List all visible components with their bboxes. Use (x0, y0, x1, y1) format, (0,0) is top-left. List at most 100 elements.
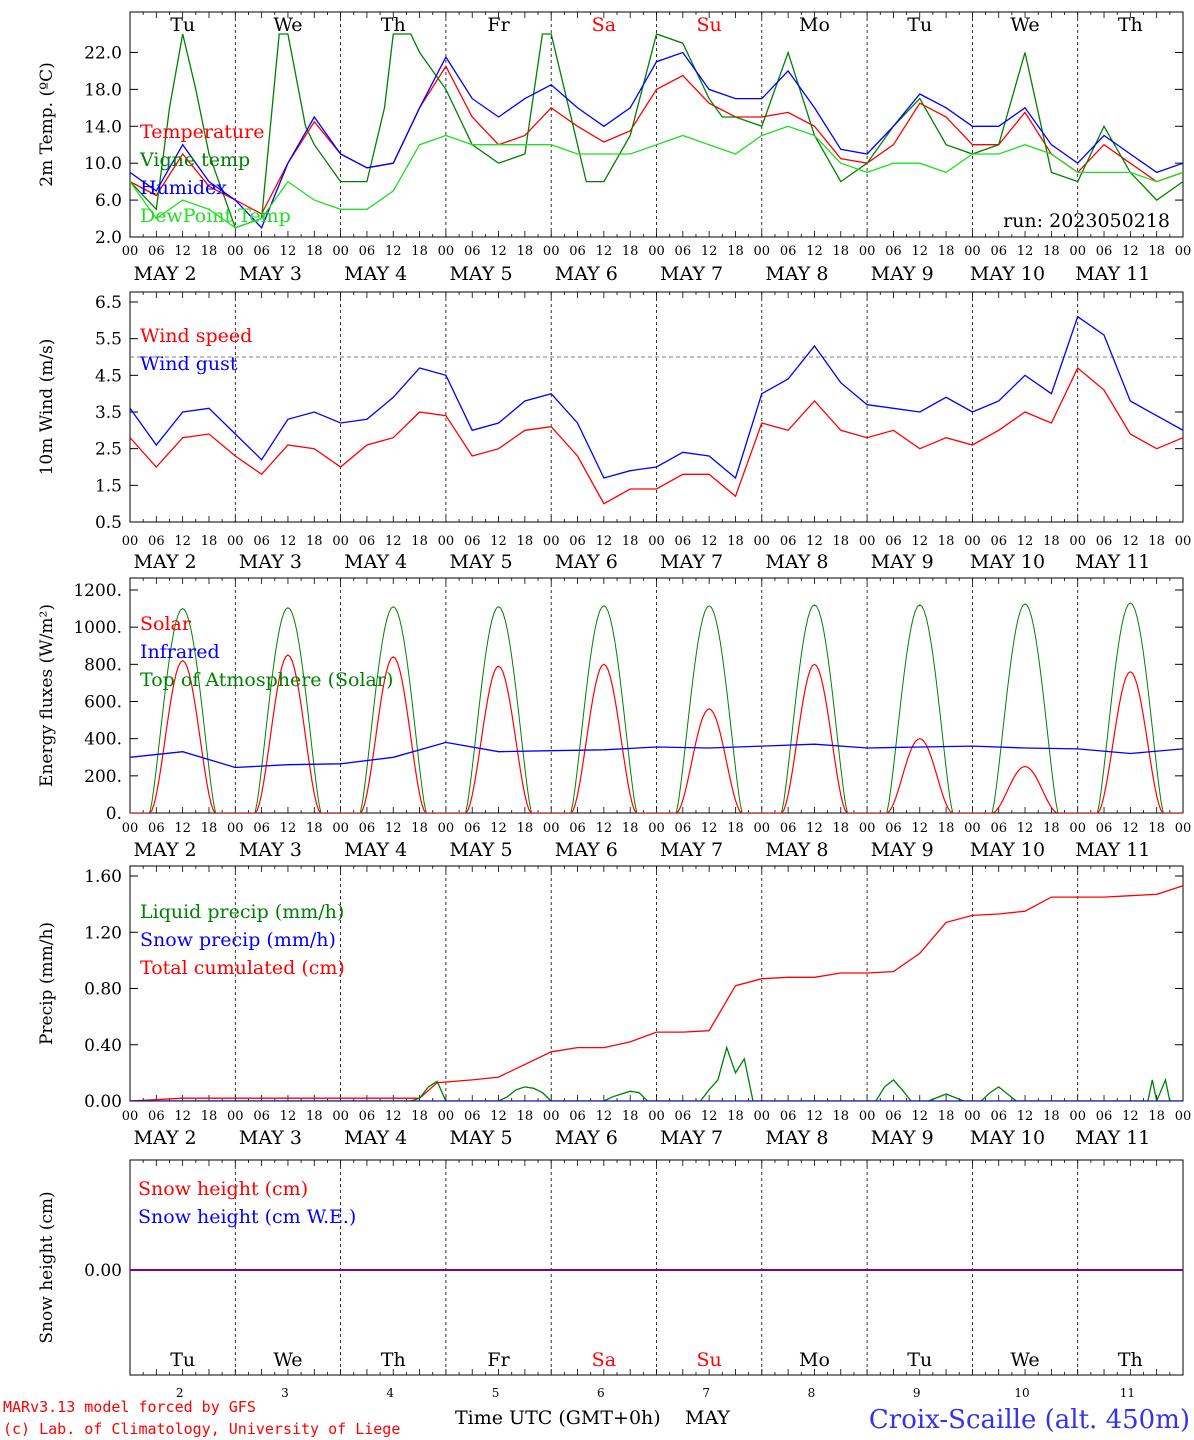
day-number-label: 11 (1120, 1386, 1135, 1400)
station-name: Croix-Scaille (alt. 450m) (869, 1405, 1190, 1435)
hour-tick-label: 06 (990, 821, 1007, 836)
series-line (130, 33, 1183, 229)
hour-tick-label: 00 (332, 534, 349, 549)
hour-tick-label: 00 (648, 1109, 665, 1124)
hour-tick-label: 00 (859, 1109, 876, 1124)
date-label: MAY 11 (1075, 839, 1150, 861)
hour-tick-label: 06 (990, 534, 1007, 549)
day-number-label: 6 (597, 1386, 605, 1400)
hour-tick-label: 18 (833, 534, 850, 549)
hour-tick-label: 18 (306, 1109, 323, 1124)
date-label: MAY 8 (765, 551, 828, 573)
y-tick-label: 0.80 (84, 980, 122, 1000)
date-label: MAY 3 (239, 1127, 302, 1149)
hour-tick-label: 12 (174, 244, 191, 259)
weekday-label: Fr (487, 14, 510, 36)
hour-tick-label: 18 (411, 534, 428, 549)
hour-tick-label: 12 (806, 1109, 823, 1124)
hour-tick-label: 18 (306, 534, 323, 549)
hour-tick-label: 06 (1096, 1109, 1113, 1124)
panel-series (130, 885, 1183, 1101)
date-label: MAY 3 (239, 551, 302, 573)
hour-tick-label: 00 (438, 244, 455, 259)
legend-entry: Infrared (140, 641, 220, 663)
y-tick-label: 2.0 (95, 228, 122, 248)
hour-tick-label: 12 (701, 534, 718, 549)
y-tick-label: 0.00 (84, 1261, 122, 1281)
hour-tick-label: 00 (227, 1109, 244, 1124)
hour-tick-label: 00 (332, 244, 349, 259)
data-series (130, 33, 1183, 1271)
hour-tick-label: 06 (253, 534, 270, 549)
weekday-label: We (273, 1349, 302, 1371)
hour-tick-label: 00 (332, 1109, 349, 1124)
hour-tick-label: 06 (148, 821, 165, 836)
date-label: MAY 8 (765, 1127, 828, 1149)
hour-tick-label: 12 (1017, 534, 1034, 549)
hour-tick-label: 12 (806, 534, 823, 549)
y-tick-label: 1000. (73, 618, 122, 638)
hour-tick-label: 12 (911, 1109, 928, 1124)
date-label: MAY 4 (344, 839, 407, 861)
hour-tick-label: 00 (122, 1109, 139, 1124)
weekday-label: Sa (592, 14, 616, 36)
hour-tick-label: 00 (859, 244, 876, 259)
hour-tick-label: 06 (675, 821, 692, 836)
date-label: MAY 11 (1075, 551, 1150, 573)
hour-tick-label: 06 (253, 821, 270, 836)
hour-tick-label: 06 (148, 534, 165, 549)
hour-tick-label: 18 (938, 244, 955, 259)
date-label: MAY 6 (555, 839, 618, 861)
hour-tick-label: 06 (464, 1109, 481, 1124)
hour-tick-label: 06 (1096, 821, 1113, 836)
date-label: MAY 4 (344, 1127, 407, 1149)
hour-tick-label: 06 (464, 534, 481, 549)
date-label: MAY 6 (555, 1127, 618, 1149)
series-line (130, 1045, 1183, 1101)
hour-tick-label: 12 (385, 244, 402, 259)
hour-tick-label: 06 (359, 244, 376, 259)
date-label: MAY 10 (970, 1127, 1045, 1149)
hour-tick-label: 06 (569, 534, 586, 549)
hour-tick-label: 06 (885, 244, 902, 259)
panel-frame (129, 11, 1184, 238)
axis-labels: 2m Temp. (ºC) Temperature Vigne temp Humide… (37, 14, 1191, 1400)
date-label: MAY 4 (344, 551, 407, 573)
hour-tick-label: 12 (385, 1109, 402, 1124)
weekday-label: Mo (799, 1349, 830, 1371)
panel-series (130, 315, 1183, 505)
hour-tick-label: 00 (1069, 821, 1086, 836)
hour-tick-label: 18 (727, 821, 744, 836)
hour-tick-label: 00 (754, 244, 771, 259)
model-credit: MARv3.13 model forced by GFS (3, 1398, 256, 1416)
hour-tick-label: 06 (359, 1109, 376, 1124)
hour-tick-label: 00 (1175, 244, 1192, 259)
hour-tick-label: 00 (1069, 244, 1086, 259)
date-label: MAY 11 (1075, 263, 1150, 285)
y-tick-label: 0.40 (84, 1036, 122, 1056)
legend-entry: Humidex (140, 177, 227, 199)
hour-tick-label: 18 (201, 1109, 218, 1124)
hour-tick-label: 00 (122, 821, 139, 836)
run-label: run: 2023050218 (1003, 210, 1170, 232)
y-tick-label: 14.0 (84, 117, 122, 137)
day-number-label: 4 (386, 1386, 394, 1400)
weekday-label: We (1010, 1349, 1039, 1371)
y-axis-title: Snow height (cm) (37, 1191, 57, 1343)
hour-tick-label: 18 (833, 1109, 850, 1124)
weekday-label: Su (697, 1349, 722, 1371)
y-tick-label: 2.5 (95, 440, 122, 460)
hour-tick-label: 00 (648, 534, 665, 549)
hour-tick-label: 06 (1096, 244, 1113, 259)
weekday-label: Th (381, 1349, 406, 1371)
hour-tick-label: 06 (885, 534, 902, 549)
hour-tick-label: 18 (1148, 244, 1165, 259)
y-axis-title: 10m Wind (m/s) (37, 339, 57, 476)
hour-tick-label: 06 (780, 244, 797, 259)
y-tick-label: 18.0 (84, 80, 122, 100)
hour-tick-label: 18 (622, 534, 639, 549)
y-tick-label: 1.60 (84, 867, 122, 887)
hour-tick-label: 06 (464, 821, 481, 836)
hour-tick-label: 00 (964, 821, 981, 836)
